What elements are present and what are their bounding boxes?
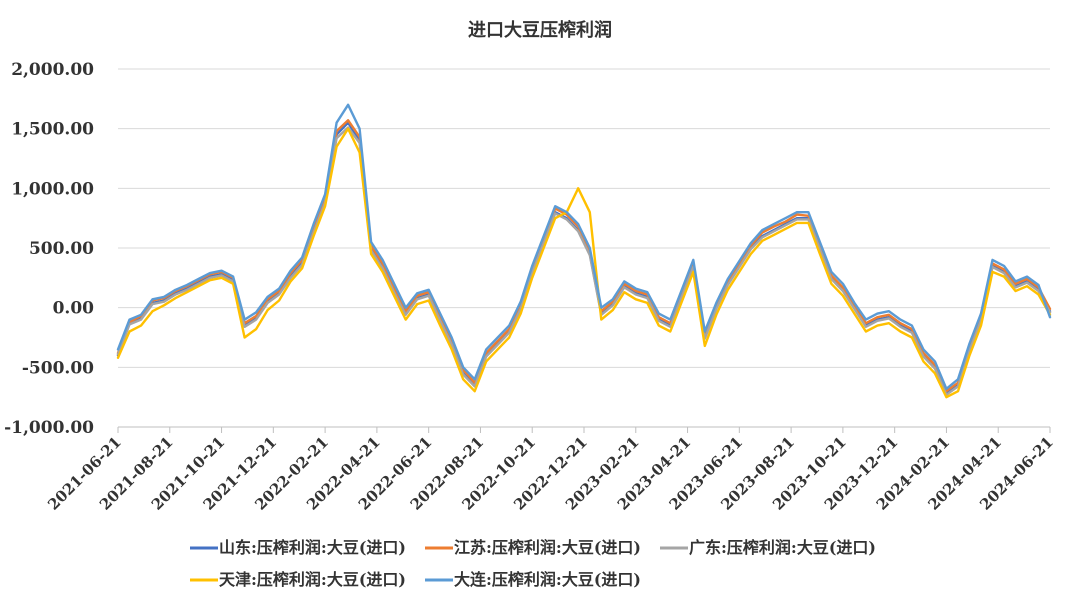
grid-layer (118, 68, 1050, 428)
y-tick-label: 1,500.00 (11, 120, 94, 140)
legend-label-2: 江苏:压榨利润:大豆(进口) (454, 538, 641, 557)
y-tick-label: 0.00 (53, 299, 95, 319)
legend: 山东:压榨利润:大豆(进口) 江苏:压榨利润:大豆(进口) 广东:压榨利润:大豆(进… (190, 538, 876, 589)
series-line-3 (116, 126, 1052, 396)
y-tick-label: 2,000.00 (11, 60, 94, 80)
legend-label-4: 天津:压榨利润:大豆(进口) (219, 570, 406, 589)
series-line-4 (116, 127, 1052, 399)
legend-label-1: 山东:压榨利润:大豆(进口) (219, 538, 406, 557)
y-tick-label: -1,000.00 (4, 418, 94, 438)
series-line-5 (116, 103, 1052, 390)
legend-label-5: 大连:压榨利润:大豆(进口) (454, 570, 641, 589)
y-axis: 2,000.00 1,500.00 1,000.00 500.00 0.00 -500.0… (4, 60, 94, 438)
series-line-1 (116, 121, 1052, 395)
x-axis: 2021-06-212021-08-212021-10-212021-12-21… (44, 427, 1057, 514)
y-tick-label: 1,000.00 (11, 179, 94, 199)
y-tick-label: 500.00 (29, 239, 94, 259)
chart-title: 进口大豆压榨利润 (468, 19, 612, 41)
legend-label-3: 广东:压榨利润:大豆(进口) (689, 538, 876, 557)
series-line-2 (116, 119, 1052, 393)
series-layer (116, 103, 1052, 399)
y-tick-label: -500.00 (22, 358, 94, 378)
